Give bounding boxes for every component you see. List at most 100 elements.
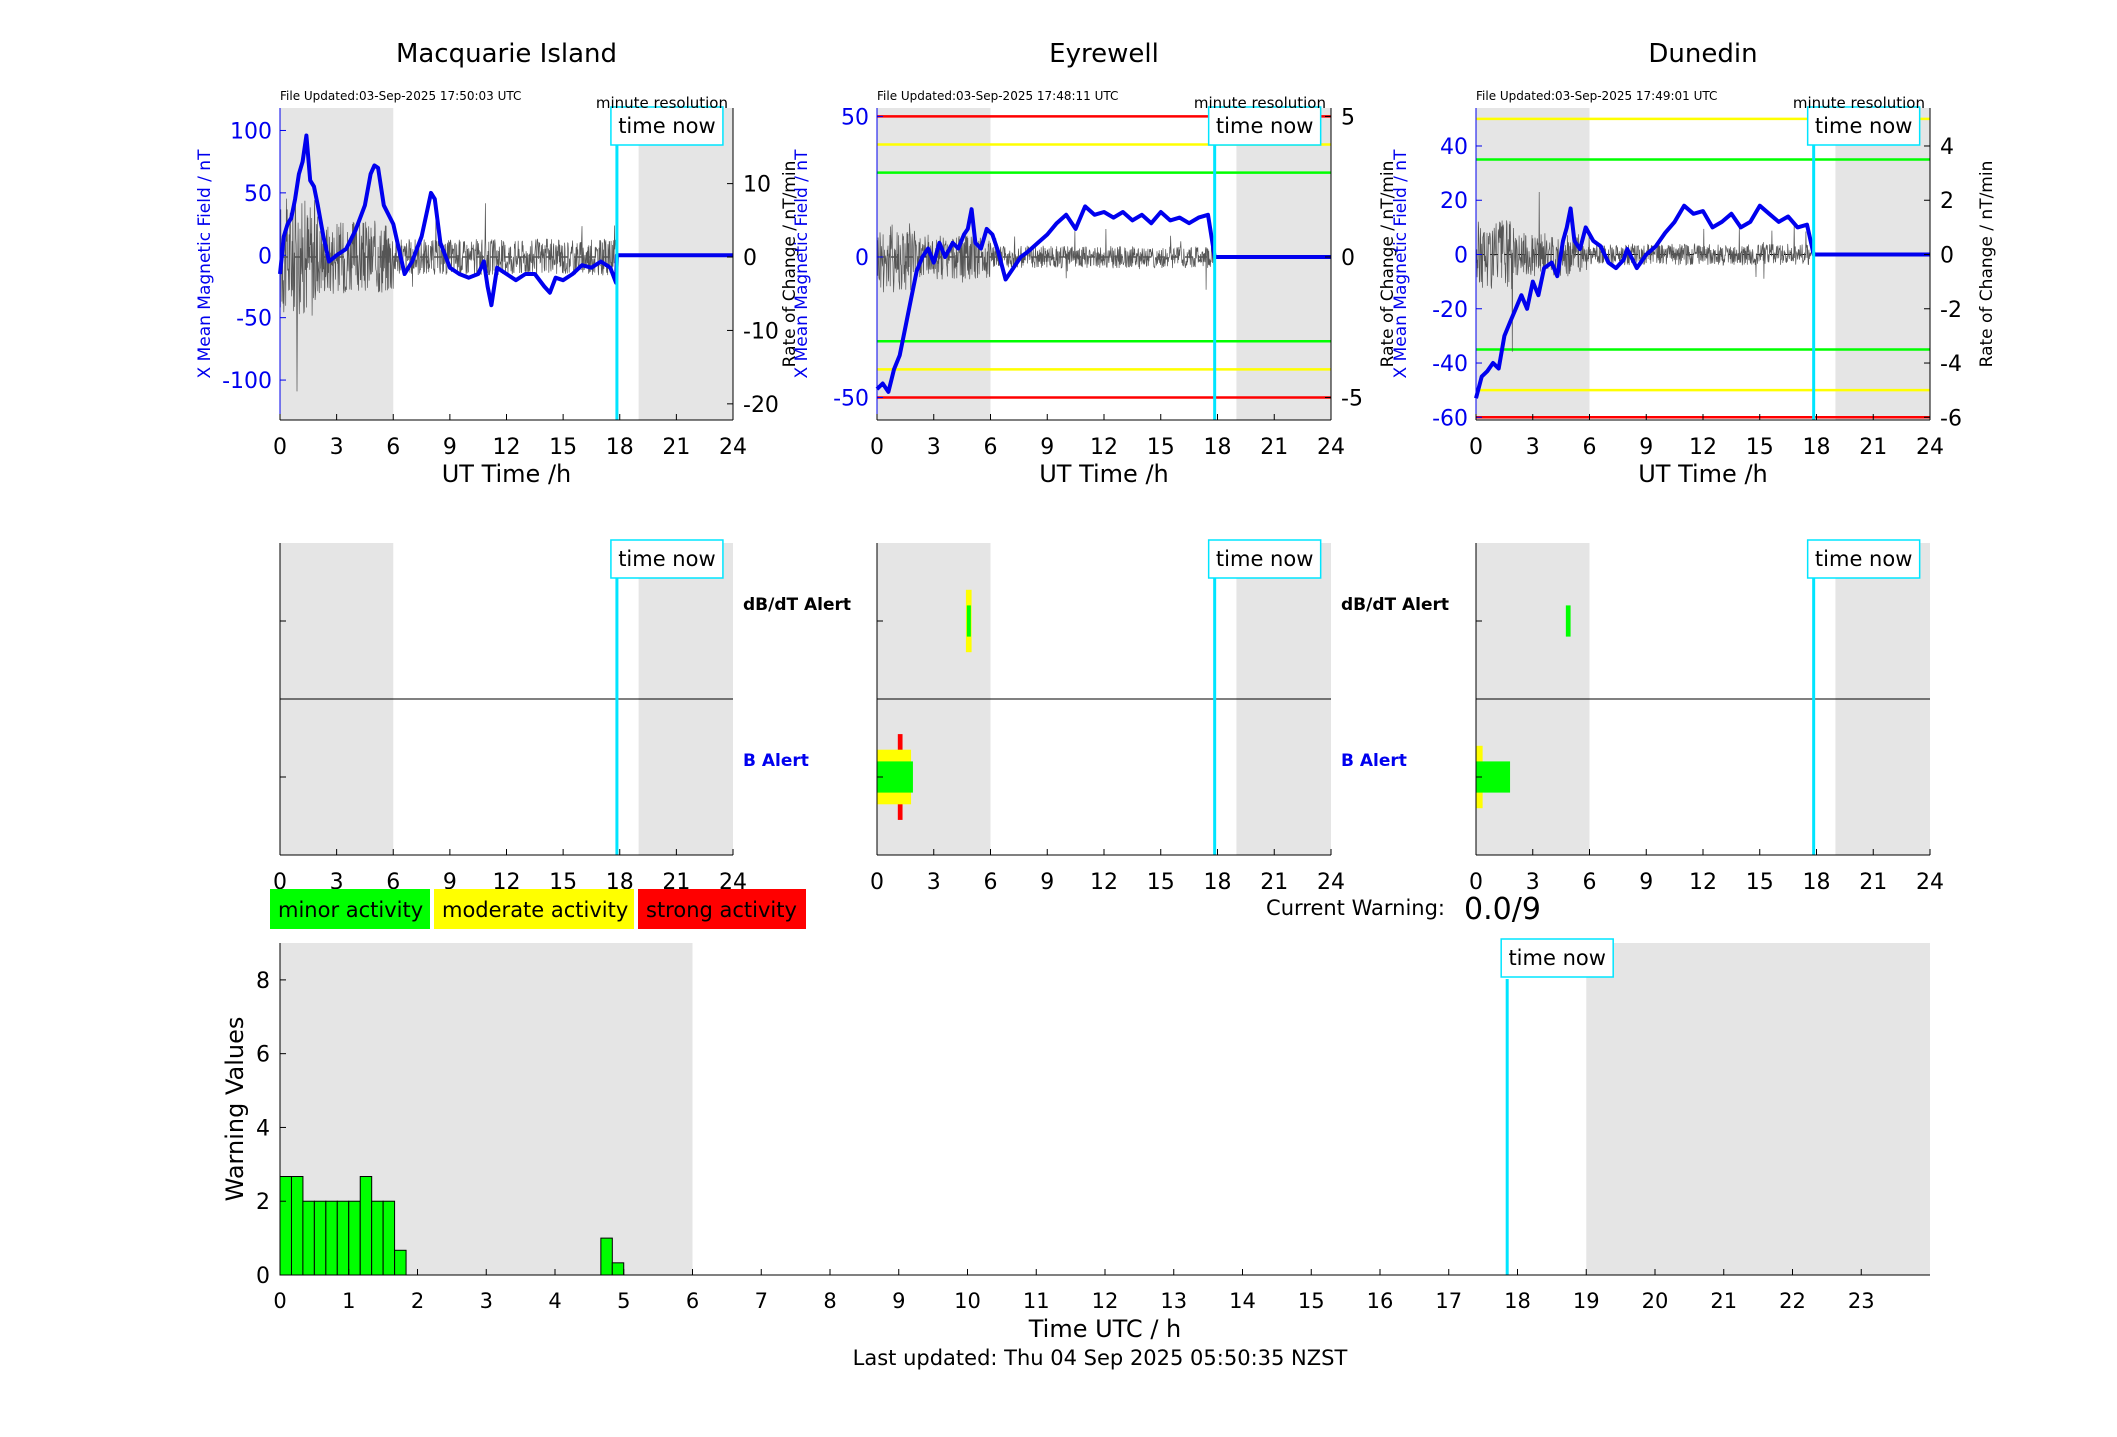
y-tick-label-left: -50 [236, 307, 272, 332]
warning-bar [279, 1176, 292, 1276]
alert-panel-eyrewell: time now 0 3 6 9 12 15 18 21 24 dB/dT Alert B Alert [870, 539, 1449, 895]
y-tick-label-right: 0 [1341, 246, 1355, 271]
resolution-label: minute resolution [596, 94, 728, 112]
y-tick-label-right: -4 [1940, 352, 1962, 377]
file-updated-label: File Updated:03-Sep-2025 17:50:03 UTC [280, 89, 521, 103]
x-tick-label: 3 [480, 1289, 493, 1313]
x-tick-label: 3 [330, 870, 344, 895]
x-tick-label: 6 [1583, 435, 1597, 460]
x-tick-label: 18 [1204, 435, 1232, 460]
legend-swatch [638, 889, 806, 929]
y-tick-label-right: 5 [1341, 105, 1355, 130]
x-tick-label: 14 [1229, 1289, 1256, 1313]
file-updated-label: File Updated:03-Sep-2025 17:49:01 UTC [1476, 89, 1717, 103]
magnetic-field-trace [875, 204, 1331, 394]
x-tick-label: 6 [984, 870, 998, 895]
x-tick-label: 0 [870, 870, 884, 895]
rate-of-change-trace [1475, 191, 1814, 352]
y-tick-label-left: -40 [1432, 352, 1468, 377]
activity-legend: minor activity moderate activity strong ac… [270, 889, 806, 929]
warning-bar [394, 1249, 407, 1276]
x-tick-label: 18 [1504, 1289, 1531, 1313]
x-tick-label: 6 [984, 435, 998, 460]
x-tick-label: 21 [662, 435, 690, 460]
x-tick-label: 22 [1779, 1289, 1806, 1313]
magnetic-field-trace [278, 133, 733, 308]
x-tick-label: 20 [1642, 1289, 1669, 1313]
x-tick-label: 24 [1916, 870, 1944, 895]
x-tick-label: 12 [1689, 435, 1717, 460]
y-tick-label-left: -100 [222, 369, 272, 394]
x-tick-label: 6 [686, 1289, 699, 1313]
x-tick-label: 15 [1298, 1289, 1325, 1313]
x-tick-label: 24 [1916, 435, 1944, 460]
x-tick-label: 15 [1147, 435, 1175, 460]
y-tick-label-right: 4 [1940, 135, 1954, 160]
time-now-box [1806, 106, 1921, 146]
x-tick-label: 0 [870, 435, 884, 460]
time-now-label: time now [618, 547, 715, 571]
x-tick-label: 12 [1092, 1289, 1119, 1313]
y-tick-label-left: 40 [1440, 135, 1468, 160]
x-tick-label: 16 [1367, 1289, 1394, 1313]
x-tick-label: 8 [823, 1289, 836, 1313]
x-tick-label: 6 [386, 870, 400, 895]
time-now-box [1500, 938, 1614, 978]
magnetic-field-trace [1474, 203, 1930, 399]
y-tick-label: 8 [256, 969, 270, 994]
x-tick-label: 15 [1746, 870, 1774, 895]
time-now-label: time now [1216, 547, 1313, 571]
x-tick-label: 3 [927, 870, 941, 895]
x-tick-label: 0 [1469, 435, 1483, 460]
x-tick-label: 7 [755, 1289, 768, 1313]
legend-label: strong activity [646, 898, 797, 922]
x-tick-label: 0 [1469, 870, 1483, 895]
y-tick-label-right: -5 [1341, 387, 1363, 412]
legend-swatch [434, 889, 634, 929]
station-title: Dunedin [1648, 39, 1757, 69]
x-tick-label: 15 [1746, 435, 1774, 460]
y-axis-label-left: X Mean Magnetic Field / nT [195, 149, 215, 379]
x-tick-label: 3 [1526, 435, 1540, 460]
warning-bar [611, 1262, 625, 1276]
y-axis-label-left: X Mean Magnetic Field / nT [792, 149, 812, 379]
b-alert-label: B Alert [743, 751, 809, 771]
x-tick-label: 3 [1526, 870, 1540, 895]
x-tick-label: 3 [330, 435, 344, 460]
x-tick-label: 18 [606, 435, 634, 460]
y-tick-label-left: 0 [1454, 244, 1468, 269]
x-tick-label: 1 [342, 1289, 355, 1313]
warning-bar [313, 1200, 327, 1276]
dbdt-alert-label: dB/dT Alert [1341, 595, 1449, 615]
warning-bar [348, 1200, 361, 1276]
y-tick-label: 6 [256, 1043, 270, 1068]
y-tick-label-right: -10 [743, 319, 779, 344]
y-axis-label-left: X Mean Magnetic Field / nT [1391, 149, 1411, 379]
x-tick-label: 18 [1204, 870, 1232, 895]
current-warning-label: Current Warning: [1266, 896, 1445, 920]
resolution-label: minute resolution [1793, 94, 1925, 112]
y-axis-label: Warning Values [221, 1017, 249, 1202]
y-tick-label-left: 50 [244, 182, 272, 207]
y-axis-label-right: Rate of Change / nT/min [1977, 161, 1997, 368]
x-tick-label: 0 [273, 1289, 286, 1313]
x-tick-label: 12 [1090, 870, 1118, 895]
x-tick-label: 2 [411, 1289, 424, 1313]
x-tick-label: 0 [273, 435, 287, 460]
y-tick-label-left: 100 [230, 119, 272, 144]
night-shade [1586, 943, 1930, 1275]
x-tick-label: 21 [1859, 435, 1887, 460]
night-shade [638, 108, 733, 420]
x-tick-label: 0 [273, 870, 287, 895]
y-tick-label: 0 [256, 1264, 270, 1289]
x-tick-label: 12 [1689, 870, 1717, 895]
x-tick-label: 9 [892, 1289, 905, 1313]
warning-bar [371, 1200, 384, 1276]
x-tick-label: 21 [1260, 870, 1288, 895]
legend-swatch [270, 889, 430, 929]
dbdt-alert-label: dB/dT Alert [743, 595, 851, 615]
